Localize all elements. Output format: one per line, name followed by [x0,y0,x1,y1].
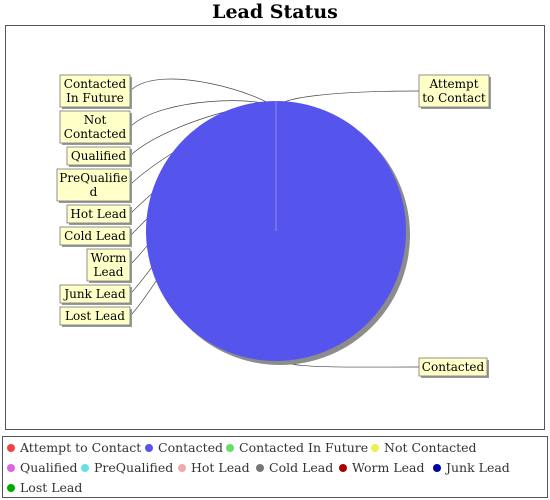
legend-label: Lost Lead [20,480,83,495]
legend-label: Worm Lead [352,460,425,475]
legend-item-hot-lead[interactable]: Hot Lead [178,459,250,477]
legend-marker-icon [81,464,89,472]
callout-cold-lead: Cold Lead [59,226,132,247]
legend-item-junk-lead[interactable]: Junk Lead [433,459,510,477]
legend-item-contacted-in-future[interactable]: Contacted In Future [226,439,368,457]
callout-label-line: Contacted [422,360,485,374]
callout-label-line: Worm [91,251,127,265]
callout-label: Attempt to Contact [422,77,486,105]
callout-label-line: Contacted [64,127,127,141]
callout-worm-lead: Worm Lead [86,248,132,283]
callout-not-contacted: Not Contacted [59,110,132,145]
callout-hot-lead: Hot Lead [66,204,132,225]
legend-label: Junk Lead [446,460,510,475]
legend-label: Contacted [158,440,224,455]
pie-slices [146,101,406,361]
legend-marker-icon [145,444,153,452]
callout-label-line: d [90,185,98,199]
callout-attempt-to-contact: Attempt to Contact [418,74,491,109]
legend-item-qualified[interactable]: Qualified [7,459,77,477]
legend-marker-icon [226,444,234,452]
legend-label: Attempt to Contact [20,440,142,455]
callout-label-line: Junk Lead [62,287,126,301]
callout-label: Hot Lead [70,207,127,221]
callout-label-line: Not [84,113,107,127]
legend-item-cold-lead[interactable]: Cold Lead [256,459,333,477]
callout-label: Cold Lead [64,229,126,243]
callout-label-line: Contacted [64,77,127,91]
callout-contacted-in-future: Contacted In Future [59,74,132,109]
callout-label: Lost Lead [65,309,125,323]
legend-item-attempt-to-contact[interactable]: Attempt to Contact [7,439,141,457]
callout-label-line: to Contact [422,91,486,105]
callout-label-line: Hot Lead [70,207,127,221]
legend-marker-icon [371,444,379,452]
callout-label-line: Attempt [428,77,478,91]
legend-label: Not Contacted [384,440,477,455]
callout-label-line: Qualified [71,149,127,163]
callout-label: Contacted In Future [64,77,127,105]
legend-label: Contacted In Future [239,440,369,455]
plot-area: Attempt to Contact Contacted Contacted In Fu… [5,25,545,430]
chart-title: Lead Status [212,1,338,23]
callout-label-line: In Future [66,91,124,105]
legend-marker-icon [339,464,347,472]
callout-label: Worm Lead [91,251,127,279]
callout-prequalified: PreQualifie d [56,168,132,203]
legend-item-contacted[interactable]: Contacted [145,439,223,457]
legend-item-not-contacted[interactable]: Not Contacted [371,439,477,457]
callout-label: PreQualifie d [59,171,127,199]
legend-item-lost-lead[interactable]: Lost Lead [7,479,82,497]
legend-item-worm-lead[interactable]: Worm Lead [339,459,424,477]
legend-marker-icon [7,444,15,452]
callout-lost-lead: Lost Lead [59,306,132,327]
callout-label-line: Cold Lead [64,229,126,243]
legend: Attempt to Contact Contacted Contacted In … [2,436,548,498]
legend-label: Hot Lead [191,460,250,475]
callout-label-line: Lead [94,265,124,279]
callout-label: Contacted [422,360,485,374]
callout-label-line: Lost Lead [65,309,125,323]
legend-marker-icon [178,464,186,472]
callout-label: Junk Lead [62,287,126,301]
legend-marker-icon [7,484,15,492]
callout-label-line: PreQualifie [59,171,127,185]
legend-label: Cold Lead [269,460,334,475]
legend-item-prequalified[interactable]: PreQualified [81,459,173,477]
legend-marker-icon [7,464,15,472]
callout-contacted: Contacted [418,357,489,378]
callout-label: Not Contacted [64,113,127,141]
legend-label: Qualified [20,460,78,475]
legend-label: PreQualified [94,460,174,475]
callout-label: Qualified [71,149,127,163]
callout-qualified: Qualified [66,146,132,167]
legend-marker-icon [256,464,264,472]
callout-junk-lead: Junk Lead [59,284,132,305]
legend-marker-icon [433,464,441,472]
